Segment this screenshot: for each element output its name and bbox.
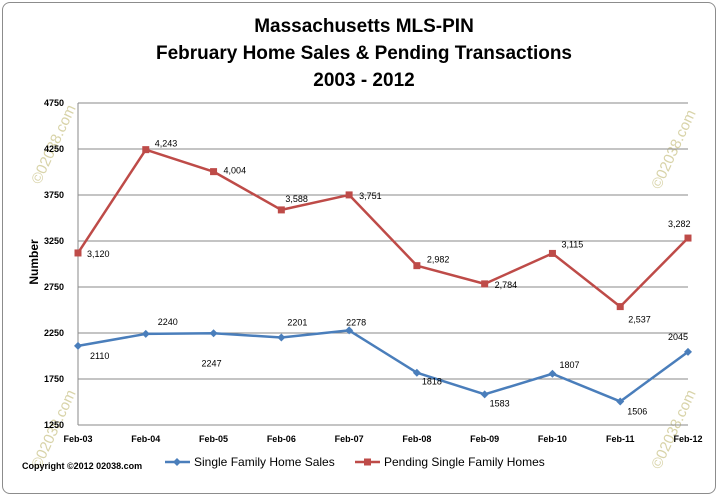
legend-marker-sales bbox=[173, 458, 181, 466]
x-axis-ticks: Feb-03 Feb-04 Feb-05 Feb-06 Feb-07 Feb-08 Feb-… bbox=[63, 434, 702, 444]
legend-label-pending: Pending Single Family Homes bbox=[384, 455, 545, 469]
data-label: 1506 bbox=[627, 406, 647, 416]
data-label: 4,004 bbox=[224, 166, 247, 176]
data-point bbox=[209, 329, 218, 338]
series-line bbox=[77, 329, 689, 403]
data-point bbox=[616, 397, 625, 406]
x-tick-label: Feb-03 bbox=[63, 434, 92, 444]
data-point bbox=[277, 206, 285, 214]
data-label: 2278 bbox=[346, 317, 366, 327]
copyright-text: Copyright ©2012 02038.com bbox=[22, 461, 142, 471]
legend: Single Family Home Sales Pending Single F… bbox=[165, 455, 545, 469]
data-label: 1583 bbox=[490, 398, 510, 408]
data-label: 2,784 bbox=[495, 280, 518, 290]
data-point bbox=[210, 168, 218, 176]
data-label: 2240 bbox=[158, 317, 178, 327]
data-label: 1818 bbox=[422, 377, 442, 387]
x-tick-label: Feb-09 bbox=[470, 434, 499, 444]
data-point bbox=[616, 303, 624, 311]
data-label: 2247 bbox=[202, 358, 222, 368]
data-point bbox=[345, 191, 353, 199]
legend-label-sales: Single Family Home Sales bbox=[194, 455, 335, 469]
series-0: 2110 2240 2247 2201 2278 1818 1583 1807 1506 2045 bbox=[74, 317, 692, 416]
x-tick-label: Feb-04 bbox=[131, 434, 160, 444]
legend-marker-pending bbox=[364, 458, 371, 466]
data-point bbox=[141, 329, 150, 338]
data-label: 2201 bbox=[287, 318, 307, 328]
data-point bbox=[548, 249, 556, 257]
y-tick-label: 4750 bbox=[44, 98, 64, 108]
y-tick-label: 3750 bbox=[44, 190, 64, 200]
y-axis-ticks: 1250 1750 2250 2750 3250 3750 4250 4750 bbox=[44, 98, 64, 430]
y-tick-label: 1750 bbox=[44, 374, 64, 384]
y-tick-label: 1250 bbox=[44, 420, 64, 430]
y-axis-title: Number bbox=[27, 239, 41, 285]
data-point bbox=[74, 341, 82, 350]
title-line-1: Massachusetts MLS-PIN bbox=[254, 16, 474, 37]
data-label: 2045 bbox=[668, 332, 688, 342]
data-point bbox=[548, 369, 557, 378]
data-point bbox=[277, 333, 286, 342]
series-lines: 2110 2240 2247 2201 2278 1818 1583 1807 1506 2045… bbox=[74, 139, 692, 416]
y-tick-label: 2750 bbox=[44, 282, 64, 292]
chart-frame bbox=[2, 2, 716, 494]
data-point bbox=[684, 234, 692, 242]
data-label: 3,115 bbox=[561, 239, 583, 249]
y-tick-label: 2250 bbox=[44, 328, 64, 338]
y-tick-label: 3250 bbox=[44, 236, 64, 246]
data-point bbox=[684, 347, 692, 356]
y-tick-label: 4250 bbox=[44, 144, 64, 154]
title-line-3: 2003 - 2012 bbox=[313, 70, 414, 91]
chart-title: Massachusetts MLS-PIN February Home Sale… bbox=[156, 16, 572, 91]
x-tick-label: Feb-08 bbox=[402, 434, 431, 444]
data-point bbox=[345, 326, 354, 335]
axes bbox=[77, 103, 688, 426]
data-label: 2,982 bbox=[427, 255, 450, 265]
data-point bbox=[480, 390, 489, 399]
series-1: 3,120 4,243 4,004 3,588 3,751 2,982 2,784 3,115… bbox=[74, 139, 692, 325]
x-tick-label: Feb-05 bbox=[199, 434, 228, 444]
x-tick-label: Feb-06 bbox=[267, 434, 296, 444]
data-label: 3,751 bbox=[359, 191, 382, 201]
data-point bbox=[142, 146, 150, 154]
data-point bbox=[481, 280, 489, 288]
x-tick-label: Feb-11 bbox=[606, 434, 635, 444]
data-point bbox=[412, 368, 421, 377]
x-tick-label: Feb-10 bbox=[538, 434, 567, 444]
data-label: 3,588 bbox=[285, 194, 308, 204]
x-tick-label: Feb-07 bbox=[335, 434, 364, 444]
gridlines bbox=[78, 102, 688, 426]
data-label: 2110 bbox=[90, 351, 109, 361]
data-label: 2,537 bbox=[628, 315, 651, 325]
series-line bbox=[76, 148, 689, 308]
data-label: 4,243 bbox=[155, 139, 178, 149]
x-tick-label: Feb-12 bbox=[673, 434, 702, 444]
watermark-3: ©02038.com bbox=[648, 387, 699, 471]
data-point bbox=[413, 262, 421, 270]
title-line-2: February Home Sales & Pending Transactio… bbox=[156, 43, 572, 64]
data-point bbox=[74, 249, 82, 257]
data-label: 1807 bbox=[559, 360, 579, 370]
data-label: 3,282 bbox=[668, 219, 691, 229]
data-label: 3,120 bbox=[87, 249, 110, 259]
